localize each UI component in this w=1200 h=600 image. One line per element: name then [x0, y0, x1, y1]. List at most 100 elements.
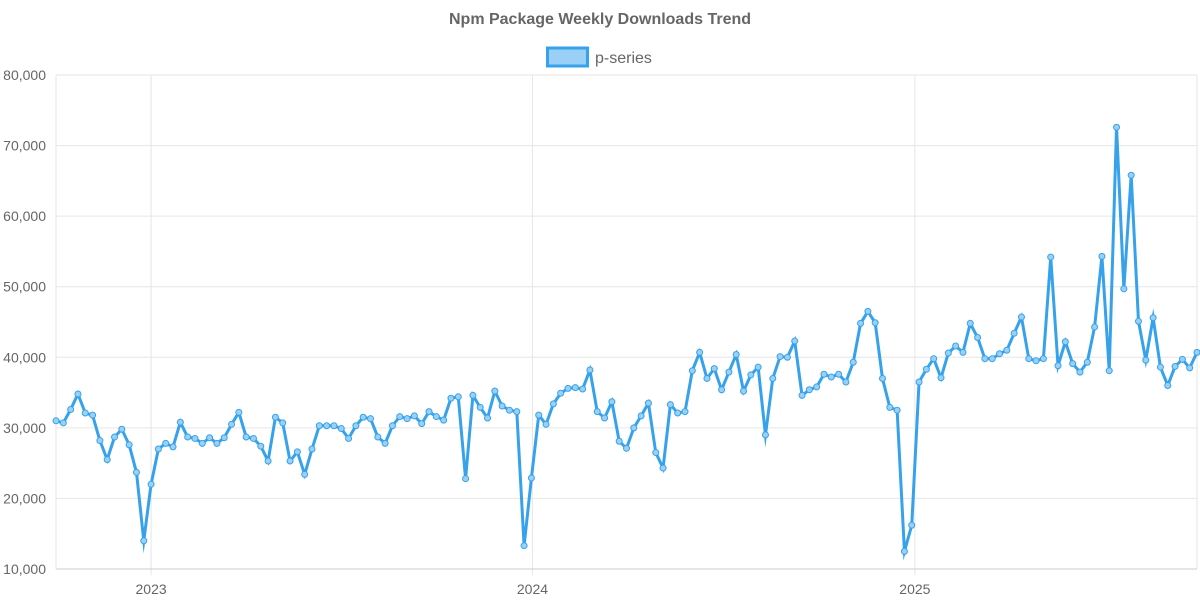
- data-point[interactable]: [1039, 355, 1047, 363]
- data-point[interactable]: [871, 319, 879, 327]
- data-point[interactable]: [169, 443, 177, 451]
- data-point[interactable]: [1134, 317, 1142, 325]
- data-point[interactable]: [89, 411, 97, 419]
- data-point[interactable]: [191, 434, 199, 442]
- data-point[interactable]: [308, 445, 316, 453]
- data-point[interactable]: [1091, 323, 1099, 331]
- data-point[interactable]: [147, 480, 155, 488]
- data-point[interactable]: [674, 409, 682, 417]
- data-point[interactable]: [418, 420, 426, 428]
- data-point[interactable]: [681, 408, 689, 416]
- data-point[interactable]: [132, 468, 140, 476]
- data-point[interactable]: [462, 475, 470, 483]
- data-point[interactable]: [549, 400, 557, 408]
- data-point[interactable]: [498, 402, 506, 410]
- data-point[interactable]: [352, 422, 360, 430]
- data-point[interactable]: [198, 439, 206, 447]
- data-point[interactable]: [1113, 123, 1121, 131]
- data-point[interactable]: [337, 425, 345, 433]
- data-point[interactable]: [1156, 363, 1164, 371]
- data-point[interactable]: [608, 398, 616, 406]
- data-point[interactable]: [447, 394, 455, 402]
- data-point[interactable]: [1186, 364, 1194, 372]
- data-point[interactable]: [798, 391, 806, 399]
- data-point[interactable]: [520, 542, 528, 550]
- data-point[interactable]: [732, 350, 740, 358]
- data-point[interactable]: [1149, 314, 1157, 322]
- data-point[interactable]: [922, 365, 930, 373]
- data-point[interactable]: [966, 319, 974, 327]
- data-point[interactable]: [849, 358, 857, 366]
- data-point[interactable]: [381, 439, 389, 447]
- data-point[interactable]: [286, 457, 294, 465]
- data-point[interactable]: [52, 417, 60, 425]
- data-point[interactable]: [396, 413, 404, 421]
- data-point[interactable]: [878, 374, 886, 382]
- data-point[interactable]: [527, 474, 535, 482]
- data-point[interactable]: [535, 411, 543, 419]
- data-point[interactable]: [886, 403, 894, 411]
- data-point[interactable]: [1171, 362, 1179, 370]
- data-point[interactable]: [827, 373, 835, 381]
- data-point[interactable]: [791, 337, 799, 345]
- data-point[interactable]: [1127, 171, 1135, 179]
- data-point[interactable]: [454, 393, 462, 401]
- data-point[interactable]: [703, 374, 711, 382]
- data-point[interactable]: [586, 366, 594, 374]
- data-point[interactable]: [652, 449, 660, 457]
- data-point[interactable]: [944, 349, 952, 357]
- data-point[interactable]: [242, 433, 250, 441]
- data-point[interactable]: [125, 441, 133, 449]
- data-point[interactable]: [959, 348, 967, 356]
- data-point[interactable]: [1047, 253, 1055, 261]
- data-point[interactable]: [915, 378, 923, 386]
- data-point[interactable]: [440, 416, 448, 424]
- data-point[interactable]: [761, 431, 769, 439]
- data-point[interactable]: [264, 457, 272, 465]
- data-point[interactable]: [162, 439, 170, 447]
- data-point[interactable]: [776, 353, 784, 361]
- data-point[interactable]: [118, 425, 126, 433]
- data-point[interactable]: [1061, 338, 1069, 346]
- data-point[interactable]: [754, 363, 762, 371]
- data-point[interactable]: [842, 378, 850, 386]
- data-point[interactable]: [469, 391, 477, 399]
- data-point[interactable]: [579, 385, 587, 393]
- data-point[interactable]: [330, 422, 338, 430]
- data-point[interactable]: [900, 547, 908, 555]
- data-point[interactable]: [820, 370, 828, 378]
- data-point[interactable]: [666, 401, 674, 409]
- data-point[interactable]: [301, 470, 309, 478]
- data-point[interactable]: [271, 413, 279, 421]
- data-point[interactable]: [996, 350, 1004, 358]
- data-point[interactable]: [659, 464, 667, 472]
- legend[interactable]: p-series: [546, 46, 652, 68]
- data-point[interactable]: [593, 408, 601, 416]
- data-point[interactable]: [111, 433, 119, 441]
- data-point[interactable]: [59, 419, 67, 427]
- data-point[interactable]: [930, 355, 938, 363]
- data-point[interactable]: [864, 307, 872, 315]
- data-point[interactable]: [1025, 355, 1033, 363]
- data-point[interactable]: [747, 371, 755, 379]
- data-point[interactable]: [974, 334, 982, 342]
- data-point[interactable]: [1076, 368, 1084, 376]
- data-point[interactable]: [403, 415, 411, 423]
- data-point[interactable]: [696, 348, 704, 356]
- data-point[interactable]: [220, 434, 228, 442]
- data-point[interactable]: [835, 370, 843, 378]
- data-point[interactable]: [491, 387, 499, 395]
- data-point[interactable]: [769, 374, 777, 382]
- data-point[interactable]: [176, 418, 184, 426]
- data-point[interactable]: [1098, 252, 1106, 260]
- data-point[interactable]: [293, 448, 301, 456]
- data-point[interactable]: [718, 386, 726, 394]
- data-point[interactable]: [710, 365, 718, 373]
- data-point[interactable]: [67, 406, 75, 414]
- data-point[interactable]: [279, 419, 287, 427]
- data-point[interactable]: [1120, 285, 1128, 293]
- data-point[interactable]: [505, 406, 513, 414]
- data-point[interactable]: [564, 384, 572, 392]
- data-point[interactable]: [1003, 346, 1011, 354]
- data-point[interactable]: [571, 384, 579, 392]
